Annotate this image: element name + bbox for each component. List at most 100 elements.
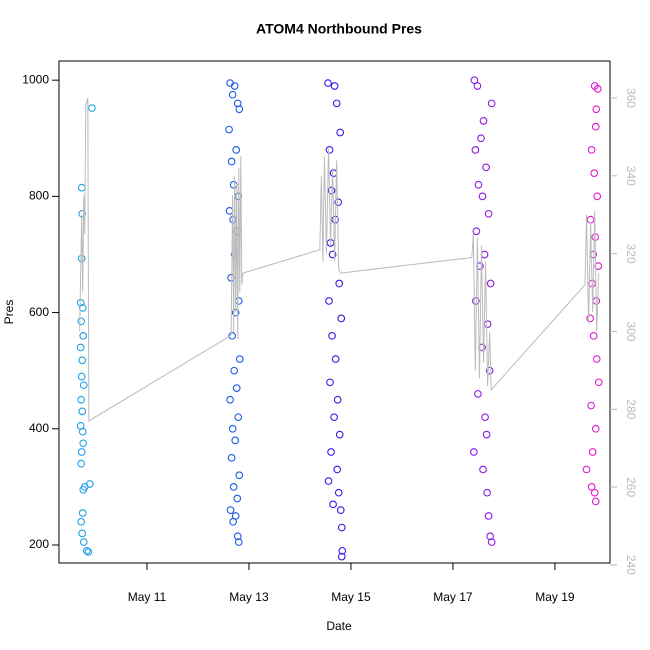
point xyxy=(232,146,241,154)
point xyxy=(333,465,342,474)
point xyxy=(82,546,91,555)
point xyxy=(77,317,86,326)
point xyxy=(77,448,86,456)
point xyxy=(592,355,601,363)
point xyxy=(77,395,86,404)
point xyxy=(594,262,603,270)
point xyxy=(77,372,86,381)
point xyxy=(78,407,87,416)
point xyxy=(479,116,488,125)
point xyxy=(88,104,96,112)
point xyxy=(587,483,596,491)
point xyxy=(78,356,87,365)
point xyxy=(474,180,483,189)
y2-tick-label: 280 xyxy=(624,399,638,419)
point xyxy=(229,180,238,189)
point xyxy=(328,250,337,259)
x-tick-label: May 19 xyxy=(535,590,575,604)
point xyxy=(328,331,336,340)
point xyxy=(324,79,332,87)
point xyxy=(78,509,87,517)
point xyxy=(336,506,345,514)
point xyxy=(234,297,243,305)
point xyxy=(227,453,236,462)
y-tick-label: 200 xyxy=(29,537,49,551)
point xyxy=(332,99,341,108)
point xyxy=(225,207,234,215)
point xyxy=(472,297,480,305)
point xyxy=(592,105,601,114)
point xyxy=(591,122,600,131)
point xyxy=(334,488,343,497)
point xyxy=(587,401,595,410)
chart-title: ATOM4 Northbound Pres xyxy=(256,21,422,37)
point xyxy=(233,532,242,541)
point xyxy=(229,483,238,491)
point xyxy=(589,331,598,340)
point xyxy=(230,366,239,375)
point xyxy=(77,517,86,526)
x-tick-label: May 13 xyxy=(229,590,269,604)
point xyxy=(479,465,487,474)
point xyxy=(582,465,591,474)
x-axis-title: Date xyxy=(326,619,352,633)
point xyxy=(232,384,241,392)
point xyxy=(330,413,338,422)
point xyxy=(229,517,237,526)
point xyxy=(591,424,600,433)
point xyxy=(233,494,242,503)
point xyxy=(79,439,88,448)
x-tick-label: May 15 xyxy=(331,590,371,604)
point xyxy=(227,157,236,166)
point xyxy=(235,355,244,363)
point xyxy=(231,436,240,445)
point xyxy=(483,320,492,329)
point xyxy=(225,125,233,134)
point xyxy=(478,192,487,201)
point xyxy=(482,430,491,439)
point xyxy=(487,99,496,108)
point xyxy=(330,82,339,90)
point xyxy=(327,448,335,456)
point xyxy=(228,331,236,340)
point xyxy=(78,427,87,436)
point xyxy=(591,497,600,506)
point xyxy=(594,378,603,387)
point xyxy=(235,471,244,480)
point xyxy=(484,512,493,520)
point xyxy=(337,314,346,323)
point xyxy=(325,297,333,305)
point xyxy=(226,506,235,514)
point xyxy=(593,85,602,93)
point xyxy=(230,82,239,90)
point xyxy=(235,105,244,114)
point xyxy=(337,523,346,532)
point xyxy=(335,279,344,288)
point xyxy=(324,477,333,485)
point xyxy=(226,395,234,404)
point xyxy=(78,304,87,312)
point xyxy=(78,529,87,538)
y2-tick-label: 320 xyxy=(624,244,638,264)
point xyxy=(586,314,594,323)
point xyxy=(234,413,243,422)
point xyxy=(326,378,334,387)
point xyxy=(587,146,596,154)
point xyxy=(228,424,237,433)
point xyxy=(477,134,485,143)
point xyxy=(590,169,599,177)
point xyxy=(228,90,237,99)
point xyxy=(77,183,86,192)
point xyxy=(480,250,489,259)
x-tick-label: May 11 xyxy=(128,590,167,604)
point xyxy=(331,355,340,363)
y2-tick-label: 360 xyxy=(624,88,638,108)
line xyxy=(79,97,600,422)
point xyxy=(334,198,343,207)
y-tick-label: 400 xyxy=(29,421,49,435)
y-tick-label: 600 xyxy=(29,305,49,319)
y-tick-label: 1000 xyxy=(22,72,49,86)
point xyxy=(482,163,490,172)
point xyxy=(234,538,243,546)
